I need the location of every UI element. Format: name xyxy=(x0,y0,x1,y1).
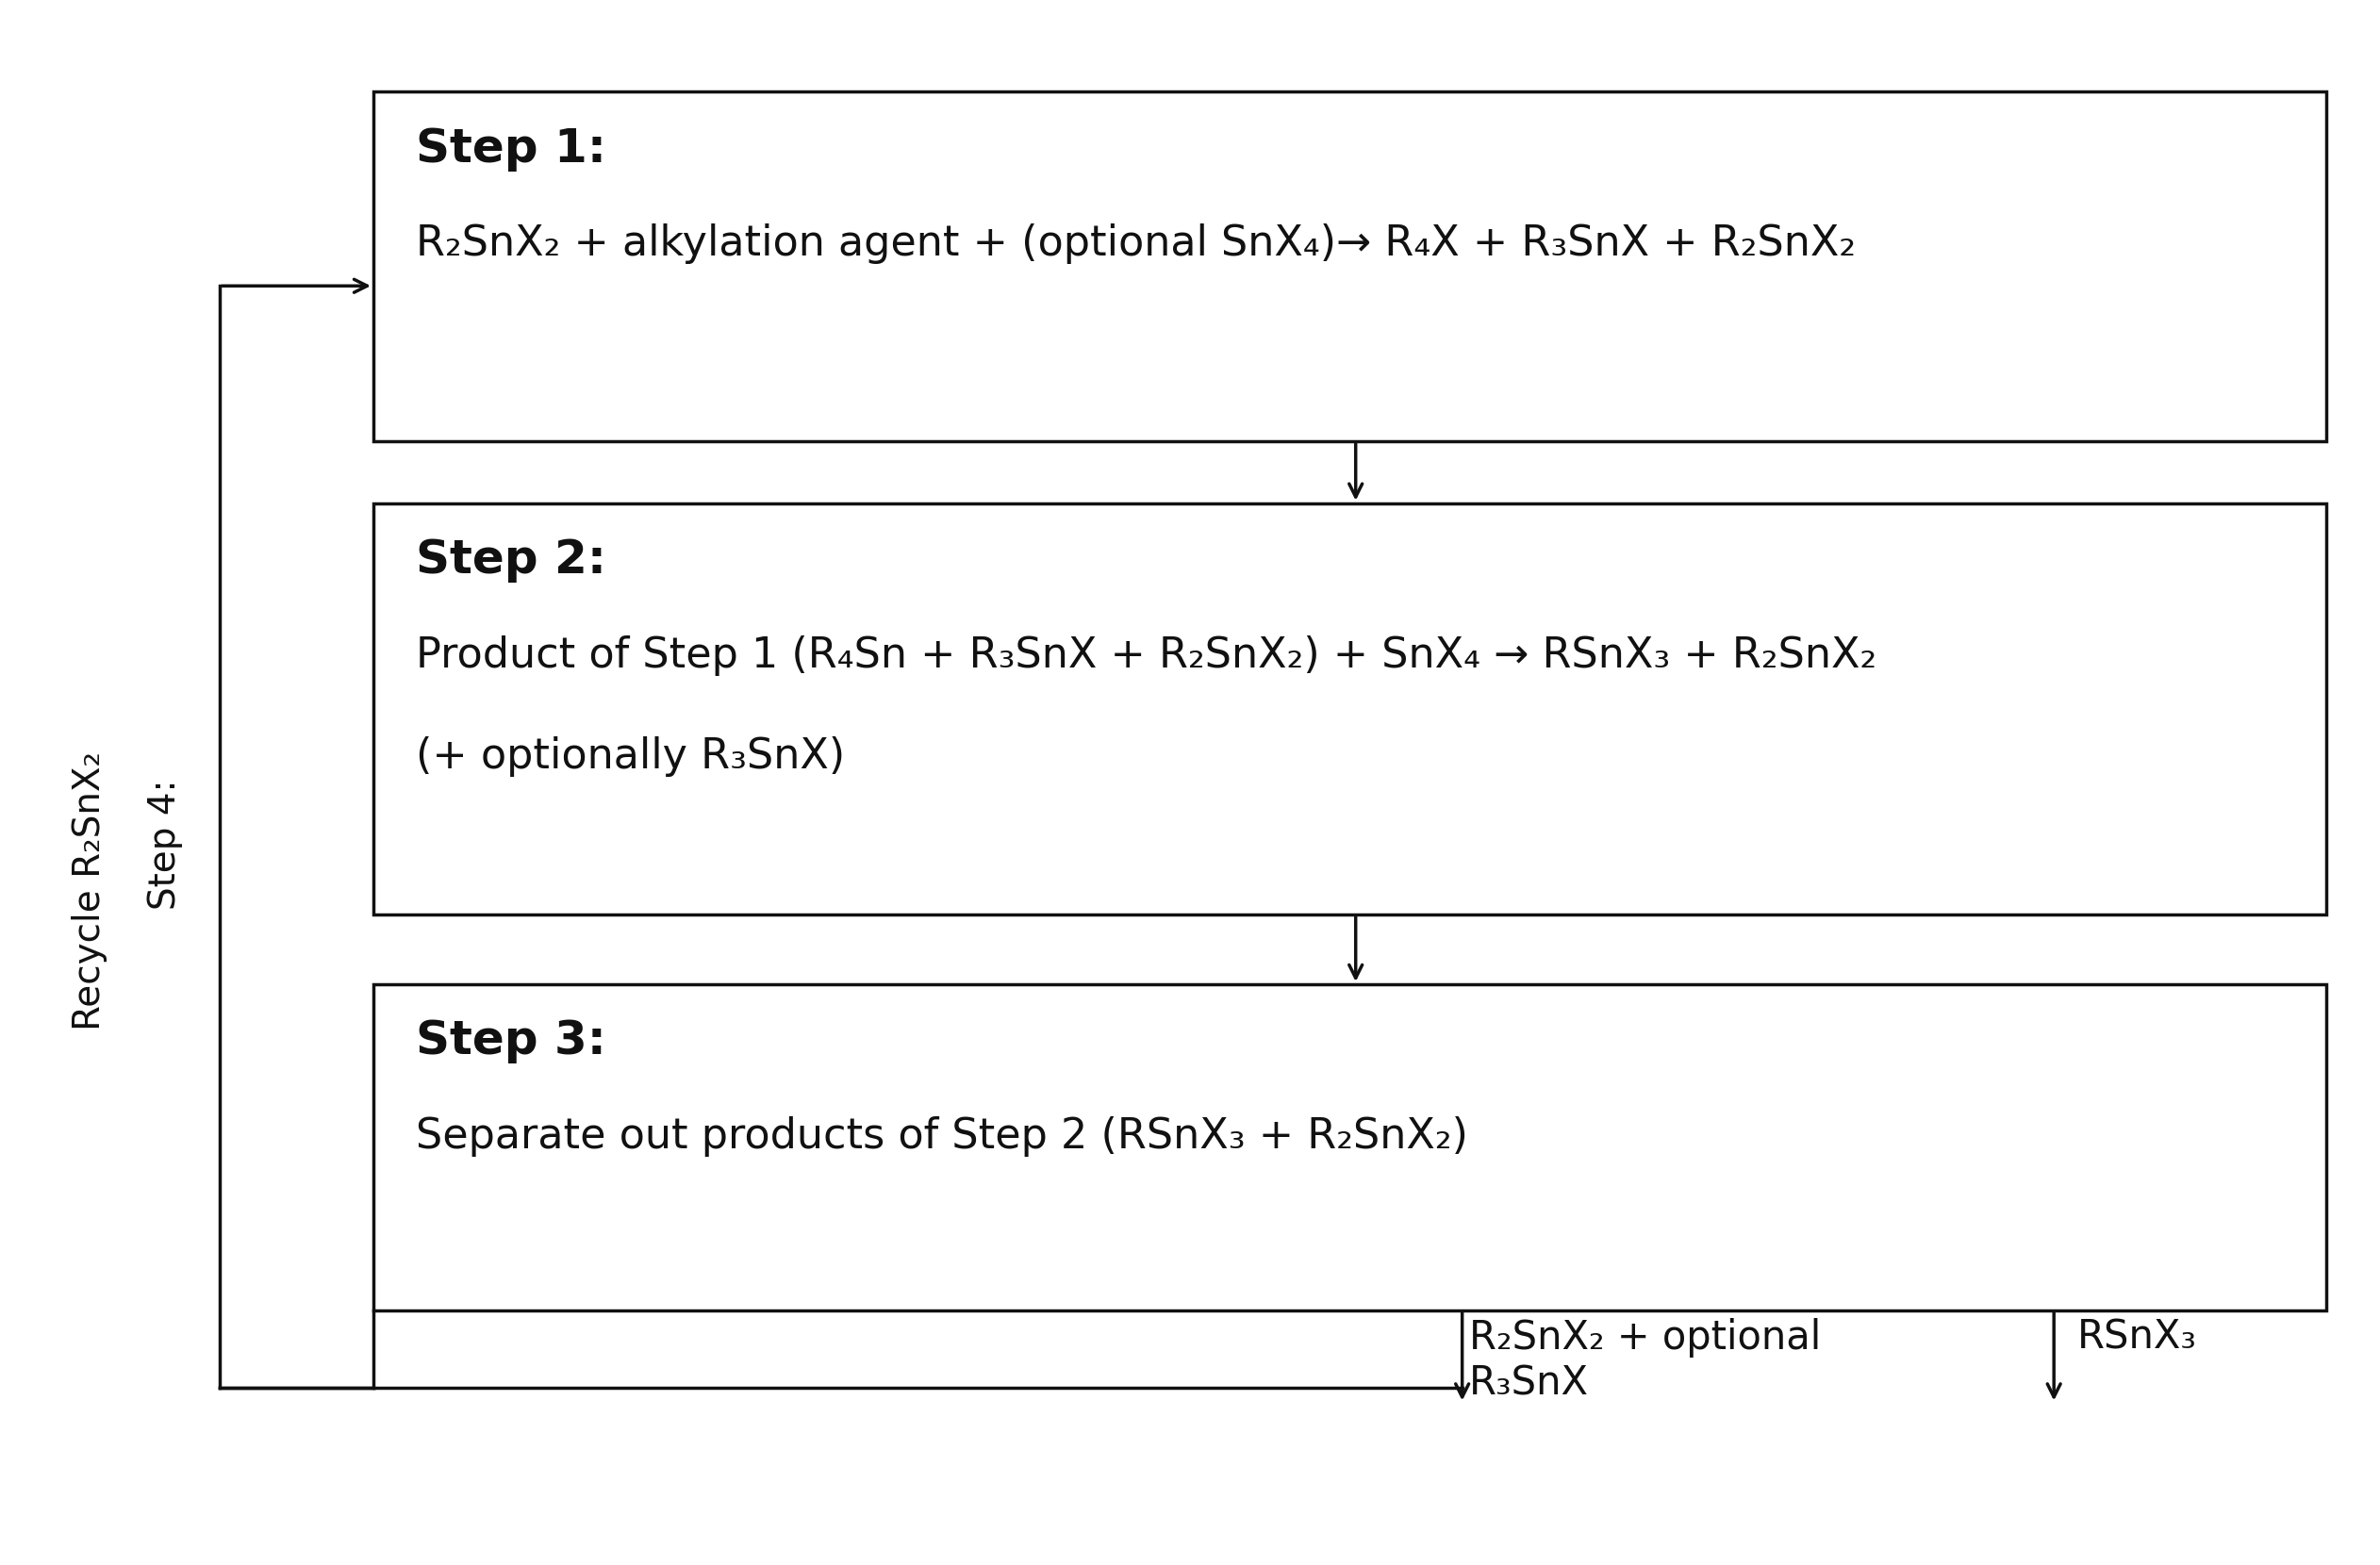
Text: Step 3:: Step 3: xyxy=(416,1019,607,1064)
Text: Step 4:: Step 4: xyxy=(148,779,183,909)
Bar xyxy=(374,984,2325,1310)
Text: R₂SnX₂ + alkylation agent + (optional SnX₄)→ R₄X + R₃SnX + R₂SnX₂: R₂SnX₂ + alkylation agent + (optional Sn… xyxy=(416,224,1856,264)
Text: Step 1:: Step 1: xyxy=(416,127,607,171)
Bar xyxy=(374,504,2325,914)
Text: Step 2:: Step 2: xyxy=(416,537,607,582)
Text: Separate out products of Step 2 (RSnX₃ + R₂SnX₂): Separate out products of Step 2 (RSnX₃ +… xyxy=(416,1116,1468,1157)
Text: (+ optionally R₃SnX): (+ optionally R₃SnX) xyxy=(416,736,845,776)
Text: Recycle R₂SnX₂: Recycle R₂SnX₂ xyxy=(71,751,107,1031)
Text: R₂SnX₂ + optional
R₃SnX: R₂SnX₂ + optional R₃SnX xyxy=(1468,1318,1821,1404)
Bar xyxy=(374,92,2325,441)
Text: Product of Step 1 (R₄Sn + R₃SnX + R₂SnX₂) + SnX₄ → RSnX₃ + R₂SnX₂: Product of Step 1 (R₄Sn + R₃SnX + R₂SnX₂… xyxy=(416,635,1878,676)
Text: RSnX₃: RSnX₃ xyxy=(2078,1318,2197,1357)
